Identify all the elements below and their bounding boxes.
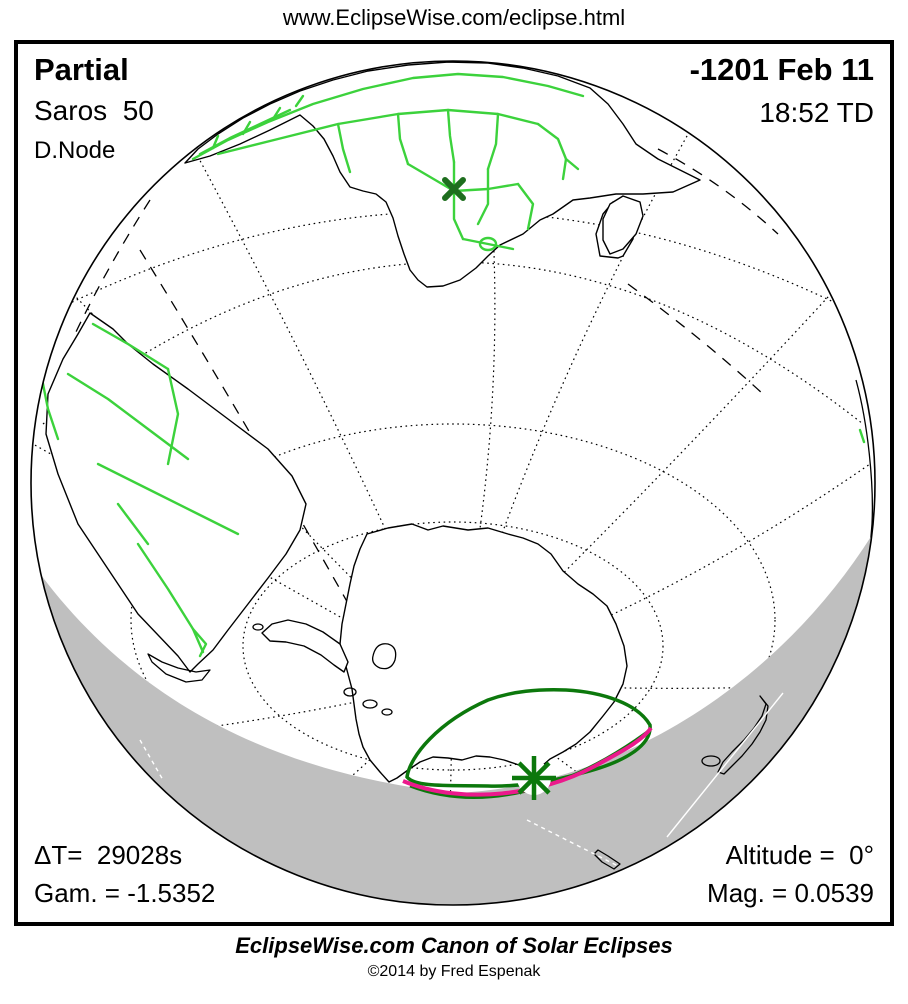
globe-disc [31, 61, 875, 905]
delta-t-label: ΔT= 29028s [34, 840, 183, 870]
dashed-line [657, 148, 779, 235]
altitude-label: Altitude = 0° [725, 840, 874, 870]
eclipse-type-label: Partial [34, 52, 129, 87]
africa-coast [184, 61, 701, 288]
white-graticule [526, 819, 621, 868]
penumbra-outline [405, 688, 652, 788]
island [381, 708, 393, 716]
arabia-coast [602, 195, 644, 255]
island [252, 623, 264, 631]
url-header: www.EclipseWise.com/eclipse.html [282, 5, 626, 30]
night-shade [41, 535, 872, 905]
antarctic-peninsula [261, 619, 349, 673]
globe-map [30, 60, 876, 906]
footer-title: EclipseWise.com Canon of Solar Eclipses [235, 933, 673, 958]
continents [45, 61, 874, 783]
island [343, 687, 357, 697]
tierra-del-fuego [147, 653, 211, 683]
antarctic-lake [372, 643, 397, 670]
night-side-features [139, 692, 784, 870]
white-graticule [666, 692, 784, 838]
eclipse-time-label: 18:52 TD [759, 97, 874, 128]
magnitude-label: Mag. = 0.0539 [707, 878, 874, 908]
globe-limb [30, 60, 876, 906]
island [701, 755, 721, 767]
footer-copyright: ©2014 by Fred Espenak [367, 963, 541, 980]
south-america-coast [45, 312, 307, 673]
eclipse-map-frame: Partial Saros 50 D.Node -1201 Feb 11 18:… [14, 40, 894, 926]
eclipse-date-label: -1201 Feb 11 [689, 52, 874, 87]
island [362, 699, 378, 709]
subsolar-point-marker [442, 177, 466, 201]
dashed-line [627, 283, 764, 395]
magenta-limit-line [402, 726, 653, 797]
greatest-eclipse-marker [512, 756, 556, 800]
node-label: D.Node [34, 137, 116, 164]
new-zealand-coast [717, 695, 769, 775]
saros-label: Saros 50 [34, 95, 154, 126]
country-borders [40, 72, 868, 658]
gamma-label: Gam. = -1.5352 [34, 878, 216, 908]
